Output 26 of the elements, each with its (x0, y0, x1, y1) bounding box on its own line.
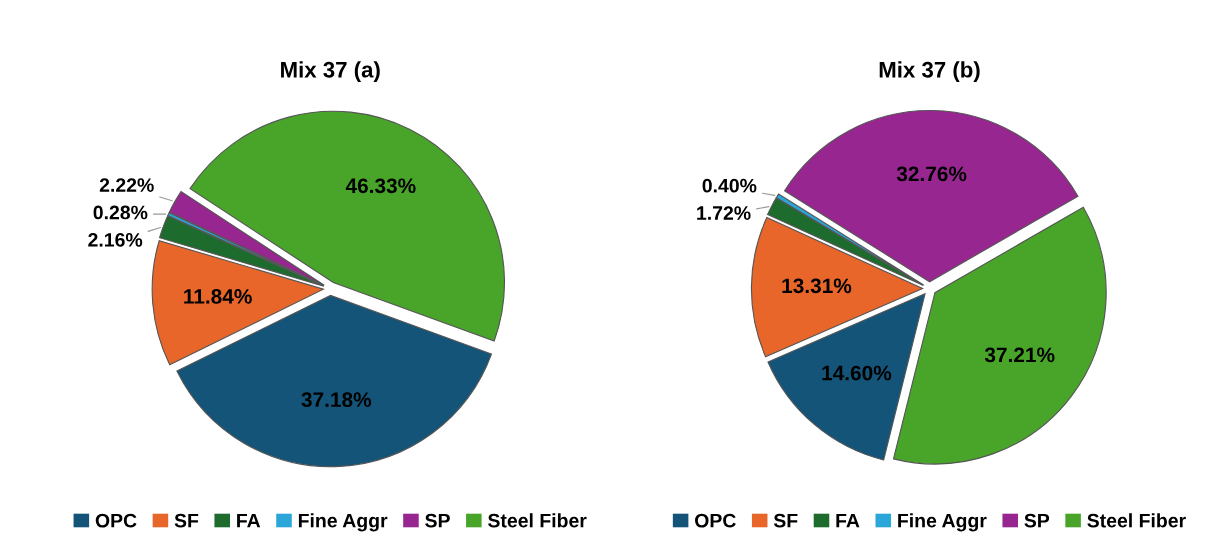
legend-label: Fine Aggr (298, 513, 388, 532)
data-label: 0.40% (702, 178, 757, 193)
data-label: 1.72% (697, 206, 751, 220)
data-label: 32.76% (896, 166, 967, 182)
legend-label: FA (237, 513, 261, 528)
data-label: 2.16% (88, 232, 143, 247)
data-label: 0.28% (93, 205, 148, 220)
legend-label: Steel Fiber (1087, 513, 1186, 528)
data-label: 2.22% (99, 178, 154, 192)
legend-label: SP (1024, 513, 1050, 528)
legend-label: OPC (695, 513, 736, 528)
data-label: 14.60% (822, 365, 892, 381)
legend-label: OPC (95, 513, 137, 528)
chart-title: Mix 37 (a) (281, 61, 380, 82)
data-label: 13.31% (782, 278, 852, 294)
legend-label: SP (425, 513, 450, 528)
legend-label: Steel Fiber (488, 513, 587, 528)
data-label: 37.21% (984, 347, 1055, 363)
legend-label: Fine Aggr (898, 513, 987, 532)
chart-title: Mix 37 (b) (879, 61, 980, 82)
legend-label: SF (174, 513, 199, 528)
data-label: 11.84% (184, 289, 252, 304)
legend-label: SF (773, 513, 798, 528)
data-label: 37.18% (301, 392, 372, 408)
data-label: 46.33% (345, 178, 416, 194)
legend-label: FA (836, 513, 860, 528)
